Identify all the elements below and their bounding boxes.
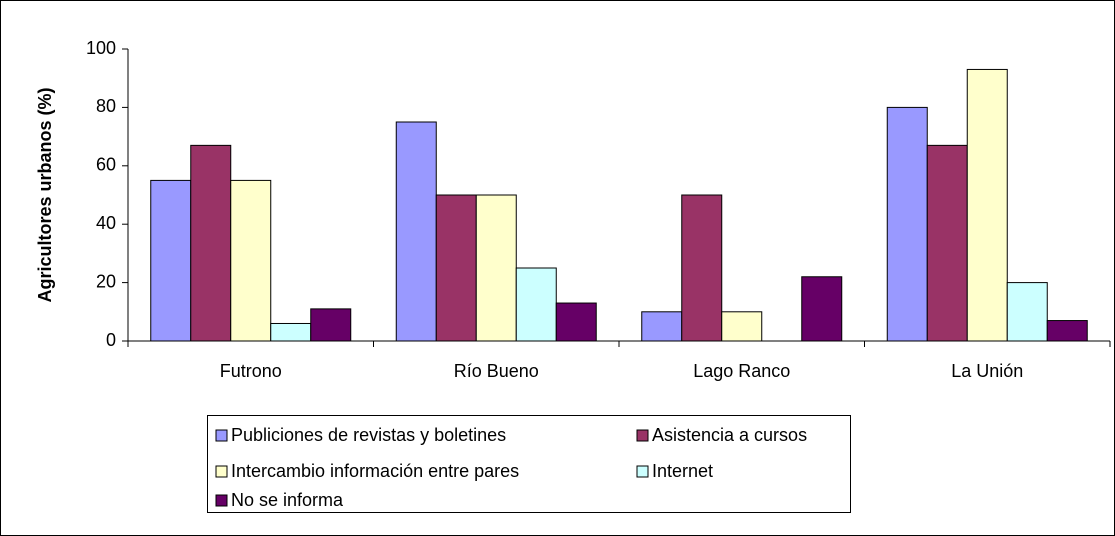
bar xyxy=(270,322,312,342)
x-tick-label: Futrono xyxy=(220,361,282,381)
x-tick-label: La Unión xyxy=(951,361,1023,381)
y-tick-label: 100 xyxy=(86,38,116,58)
legend-label: Publiciones de revistas y boletines xyxy=(231,425,506,445)
bar xyxy=(435,194,477,342)
y-tick-label: 60 xyxy=(96,155,116,175)
bar xyxy=(801,276,843,342)
legend-swatch xyxy=(636,465,649,478)
legend-label: No se informa xyxy=(231,490,344,510)
bar xyxy=(475,194,517,342)
bar xyxy=(395,121,437,342)
legend-label: Intercambio información entre pares xyxy=(231,461,519,481)
x-tick-label: Río Bueno xyxy=(454,361,539,381)
legend-swatch xyxy=(215,429,228,442)
bar xyxy=(721,311,763,342)
bar xyxy=(1006,282,1048,342)
bar xyxy=(966,68,1008,342)
legend xyxy=(207,415,851,513)
bar xyxy=(310,308,352,342)
x-tick-label: Lago Ranco xyxy=(693,361,790,381)
legend-swatch xyxy=(215,465,228,478)
bar xyxy=(190,144,232,342)
y-tick-label: 80 xyxy=(96,96,116,116)
y-axis-label: Agricultores urbanos (%) xyxy=(35,87,55,302)
y-tick-label: 40 xyxy=(96,213,116,233)
bar xyxy=(230,179,272,342)
legend-label: Asistencia a cursos xyxy=(652,425,807,445)
legend-swatch xyxy=(636,429,649,442)
bar xyxy=(641,311,683,342)
bar xyxy=(926,144,968,342)
legend-swatch xyxy=(215,494,228,507)
legend-label: Internet xyxy=(652,461,713,481)
bar xyxy=(1046,320,1088,342)
bar xyxy=(681,194,723,342)
bar xyxy=(555,302,597,342)
y-tick-label: 0 xyxy=(106,330,116,350)
bar xyxy=(150,179,192,342)
bar xyxy=(515,267,557,342)
bar xyxy=(886,106,928,342)
y-tick-label: 20 xyxy=(96,271,116,291)
